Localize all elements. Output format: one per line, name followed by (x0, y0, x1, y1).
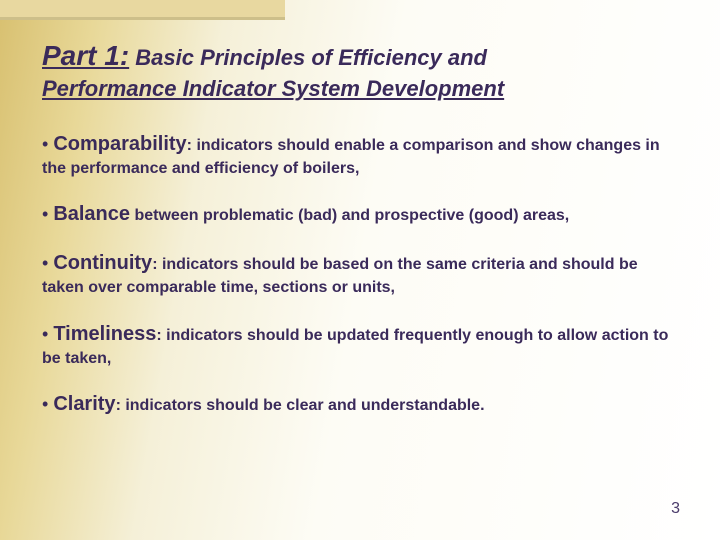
bullet-icon: • (42, 394, 53, 414)
slide-title: Part 1: Basic Principles of Efficiency a… (42, 38, 678, 103)
bullet-lead: Timeliness (53, 323, 156, 345)
list-item: • Clarity: indicators should be clear an… (42, 391, 678, 418)
bullet-icon: • (42, 324, 53, 344)
bullet-lead: Comparability (53, 133, 186, 155)
title-part-label: Part 1: (42, 40, 129, 71)
bullet-lead: Continuity (53, 252, 152, 274)
title-rest-1: Basic Principles of Efficiency and (129, 45, 487, 70)
title-line-1: Part 1: Basic Principles of Efficiency a… (42, 38, 678, 73)
title-line-2: Performance Indicator System Development (42, 75, 678, 103)
top-accent-bar (0, 0, 285, 20)
bullet-lead: Clarity (53, 393, 115, 415)
bullet-icon: • (42, 204, 53, 224)
bullet-icon: • (42, 253, 53, 273)
bullet-desc: : indicators should be clear and underst… (116, 397, 485, 414)
slide: Part 1: Basic Principles of Efficiency a… (0, 0, 720, 540)
list-item: • Balance between problematic (bad) and … (42, 201, 678, 228)
list-item: • Continuity: indicators should be based… (42, 250, 678, 299)
bullet-list: • Comparability: indicators should enabl… (42, 131, 678, 419)
bullet-icon: • (42, 134, 53, 154)
bullet-lead: Balance (53, 203, 130, 225)
list-item: • Timeliness: indicators should be updat… (42, 321, 678, 370)
list-item: • Comparability: indicators should enabl… (42, 131, 678, 180)
page-number: 3 (671, 500, 680, 518)
bullet-desc: between problematic (bad) and prospectiv… (130, 207, 569, 224)
